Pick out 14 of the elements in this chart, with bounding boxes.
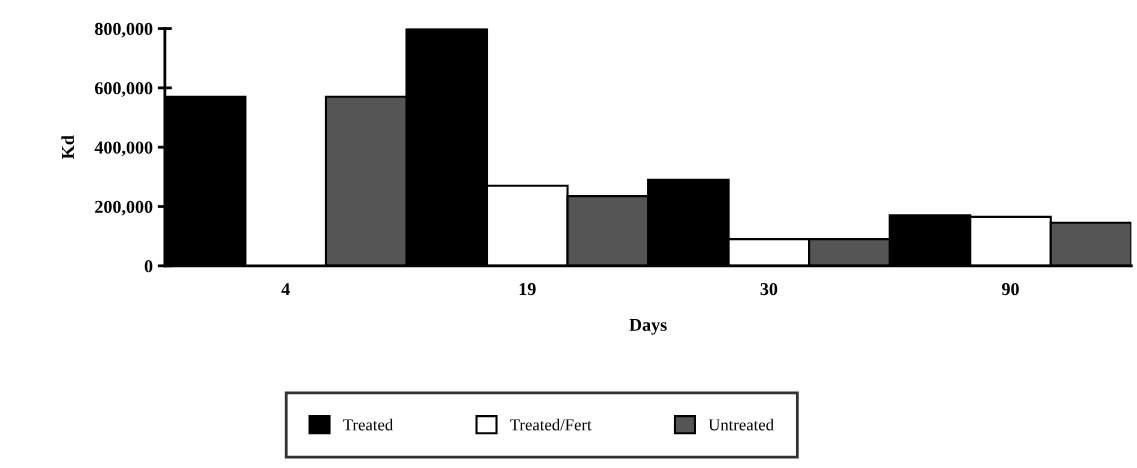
y-axis-title: Kd — [61, 135, 75, 159]
legend-label: Untreated — [708, 418, 774, 431]
x-tick-label: 19 — [519, 283, 536, 296]
legend-label: Treated — [343, 418, 393, 431]
x-tick-label: 30 — [760, 283, 778, 296]
x-tick-label: 90 — [1001, 283, 1019, 296]
y-tick-label: 800,000 — [94, 22, 153, 38]
y-tick-label: 400,000 — [94, 141, 153, 157]
x-axis-title: Days — [629, 318, 667, 335]
y-tick-label: 0 — [144, 260, 153, 273]
legend-label: Treated/Fert — [510, 418, 592, 431]
y-tick-label: 200,000 — [95, 200, 153, 216]
y-tick-label: 600,000 — [95, 82, 153, 97]
x-tick-label: 4 — [281, 283, 290, 296]
